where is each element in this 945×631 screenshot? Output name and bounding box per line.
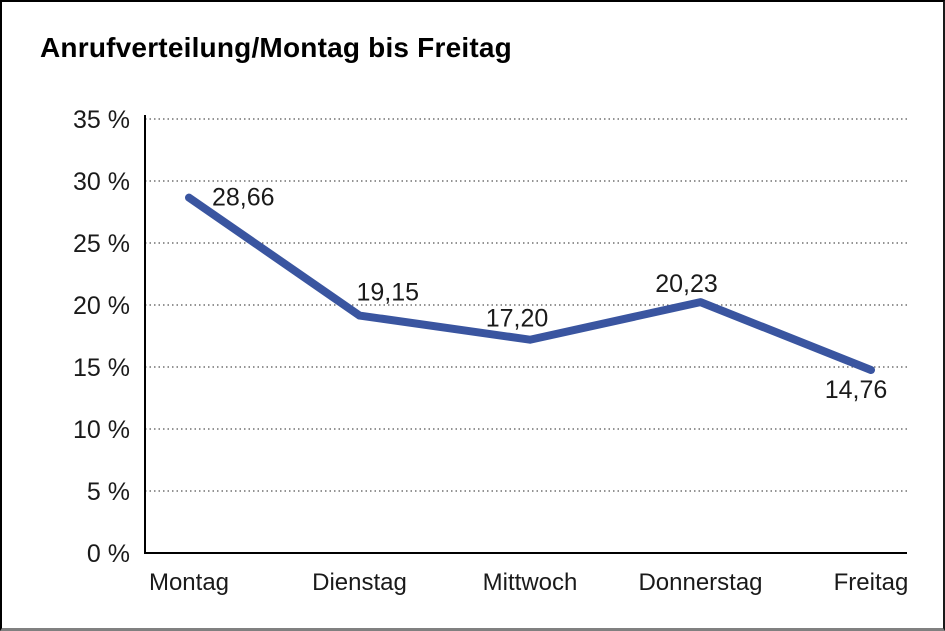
y-tick-label: 35 % <box>73 106 130 134</box>
x-category-label: Dienstag <box>312 569 407 596</box>
data-point-label: 28,66 <box>212 184 275 212</box>
data-series-line <box>185 193 875 374</box>
data-point-label: 20,23 <box>655 270 718 298</box>
y-tick-label: 20 % <box>73 292 130 320</box>
y-tick-label: 10 % <box>73 416 130 444</box>
data-point-label: 14,76 <box>825 376 888 404</box>
y-tick-label: 30 % <box>73 168 130 196</box>
y-tick-label: 5 % <box>87 478 130 506</box>
y-tick-label: 25 % <box>73 230 130 258</box>
chart-title: Anrufverteilung/Montag bis Freitag <box>40 32 512 63</box>
x-category-label: Mittwoch <box>483 569 578 596</box>
y-tick-label: 0 % <box>87 540 130 568</box>
x-category-label: Donnerstag <box>638 569 762 596</box>
x-category-label: Montag <box>149 569 229 596</box>
y-tick-label: 15 % <box>73 354 130 382</box>
data-point-label: 19,15 <box>357 279 420 307</box>
data-point-label: 17,20 <box>486 305 549 333</box>
x-category-label: Freitag <box>834 569 909 596</box>
